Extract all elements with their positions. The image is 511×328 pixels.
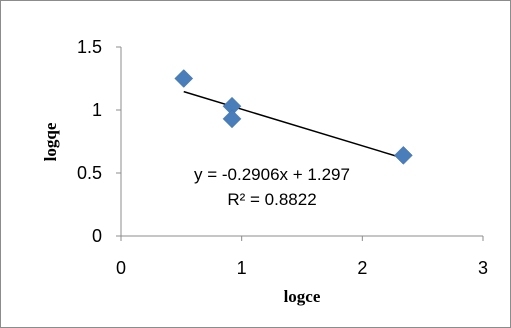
data-point-diamond [222,109,242,129]
trendline-equation: y = -0.2906x + 1.297 [194,165,350,184]
x-axis-title: logce [284,287,321,306]
y-tick-label: 1 [92,100,102,120]
y-tick-label: 0.5 [77,163,102,183]
x-tick-label: 0 [116,258,126,278]
x-tick-label: 1 [237,258,247,278]
data-point-diamond [174,69,194,88]
r-squared-label: R² = 0.8822 [227,190,316,209]
data-point-diamond [394,146,413,165]
y-axis-title: logqe [41,122,60,161]
axes [116,46,484,241]
trendline [183,90,404,159]
trendline-group [183,90,404,159]
x-tick-label: 2 [357,258,367,278]
x-tick-label: 3 [478,258,488,278]
y-tick-label: 0 [92,226,102,246]
data-points [174,69,413,165]
y-tick-label: 1.5 [77,37,102,57]
tick-labels: 0 1 2 3 0 0.5 1 1.5 [77,37,488,278]
